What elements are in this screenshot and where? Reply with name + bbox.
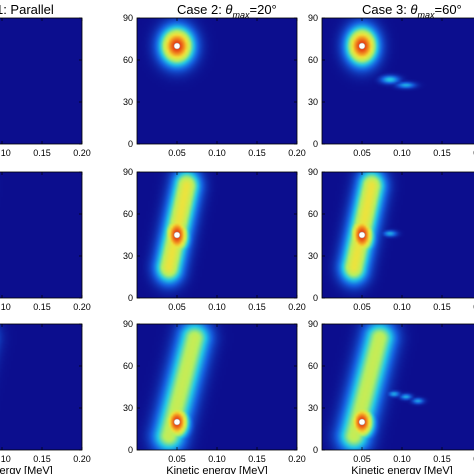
x-tick-label: 0.15 <box>33 454 51 464</box>
x-tick-label: 0.15 <box>248 302 266 312</box>
x-axis-label: Kinetic energy [MeV] <box>351 465 453 474</box>
heatmap <box>322 324 474 450</box>
y-tick-label: 90 <box>308 319 318 329</box>
y-tick-label: 30 <box>308 403 318 413</box>
title-theta: θ <box>225 2 232 17</box>
x-tick-label: 0.10 <box>393 302 411 312</box>
x-tick-label: 0.15 <box>248 454 266 464</box>
heatmap <box>137 324 297 450</box>
x-tick-label: 0.20 <box>288 302 306 312</box>
panel-r1-c0: 0.050.100.150.20 <box>0 171 91 312</box>
column-title: Case 3: θmax=60° <box>362 2 462 20</box>
column-title: Case 2: θmax=20° <box>177 2 277 20</box>
title-value: =60° <box>435 2 462 17</box>
x-tick-label: 0.15 <box>433 302 451 312</box>
peak-marker <box>173 418 181 426</box>
column-title: Case 1: Parallel <box>0 2 54 17</box>
heatmap <box>0 18 82 144</box>
x-tick-label: 0.10 <box>208 302 226 312</box>
y-tick-label: 60 <box>123 55 133 65</box>
y-tick-label: 0 <box>128 139 133 149</box>
panel-r2-c1: 0.05 0.10 0.15 0.20 0 30 60 90 Kinetic energy [M… <box>123 319 306 474</box>
peak-marker <box>358 42 366 50</box>
y-tick-label: 30 <box>123 251 133 261</box>
x-tick-label: 0.15 <box>433 148 451 158</box>
peak-marker <box>173 231 181 239</box>
x-tick-label: 0.15 <box>33 302 51 312</box>
x-tick-label: 0.05 <box>353 302 371 312</box>
heatmap <box>322 172 474 298</box>
y-tick-label: 90 <box>308 13 318 23</box>
y-tick-label: 60 <box>308 361 318 371</box>
x-tick-label: 0.10 <box>208 454 226 464</box>
y-tick-label: 90 <box>308 167 318 177</box>
panel-r0-c0: 0.050.100.150.20 <box>0 17 91 158</box>
heatmap <box>0 324 82 450</box>
x-tick-label: 0.10 <box>0 454 11 464</box>
x-tick-label: 0.20 <box>288 148 306 158</box>
peak-marker <box>358 418 366 426</box>
x-tick-label: 0.05 <box>168 148 186 158</box>
heatmap <box>137 18 297 144</box>
title-theta: θ <box>410 2 417 17</box>
panel-r1-c1: 0.05 0.10 0.15 0.20 0 30 60 90 <box>123 167 306 312</box>
x-tick-label: 0.15 <box>248 148 266 158</box>
title-subscript: max <box>232 10 250 20</box>
y-tick-label: 90 <box>123 167 133 177</box>
x-tick-label: 0.15 <box>33 148 51 158</box>
x-tick-label: 0.10 <box>208 148 226 158</box>
title-text: Case 2: <box>177 2 225 17</box>
x-tick-label: 0.10 <box>0 148 11 158</box>
y-tick-label: 30 <box>123 403 133 413</box>
y-tick-label: 30 <box>308 97 318 107</box>
x-tick-label: 0.10 <box>0 302 11 312</box>
x-tick-label: 0.05 <box>168 454 186 464</box>
peak-marker <box>358 231 366 239</box>
panel-r0-c1: 0.05 0.10 0.15 0.20 0 30 60 90 <box>123 13 306 158</box>
title-value: =20° <box>250 2 277 17</box>
x-tick-label: 0.05 <box>168 302 186 312</box>
y-tick-label: 60 <box>308 55 318 65</box>
y-tick-label: 0 <box>313 139 318 149</box>
heatmap <box>137 172 297 298</box>
x-tick-label: 0.10 <box>393 454 411 464</box>
x-tick-label: 0.15 <box>433 454 451 464</box>
x-tick-label: 0.20 <box>288 454 306 464</box>
x-tick-label: 0.10 <box>393 148 411 158</box>
heatmap <box>322 18 474 144</box>
x-tick-label: 0.20 <box>73 148 91 158</box>
y-tick-label: 60 <box>123 361 133 371</box>
y-tick-label: 90 <box>123 319 133 329</box>
title-subscript: max <box>417 10 435 20</box>
title-text: Case 1: Parallel <box>0 2 54 17</box>
heatmap <box>0 172 82 298</box>
x-tick-label: 0.20 <box>73 454 91 464</box>
y-tick-label: 0 <box>313 445 318 455</box>
x-tick-label: 0.05 <box>353 454 371 464</box>
panel-r2-c0: 0.050.100.150.20Kinetic energy [MeV] <box>0 323 91 474</box>
y-tick-label: 90 <box>123 13 133 23</box>
y-tick-label: 30 <box>308 251 318 261</box>
x-axis-label: Kinetic energy [MeV] <box>0 465 53 474</box>
title-text: Case 3: <box>362 2 410 17</box>
y-tick-label: 60 <box>123 209 133 219</box>
y-tick-label: 60 <box>308 209 318 219</box>
y-tick-label: 0 <box>128 293 133 303</box>
x-tick-label: 0.05 <box>353 148 371 158</box>
x-axis-label: Kinetic energy [MeV] <box>166 465 268 474</box>
y-tick-label: 0 <box>128 445 133 455</box>
y-tick-label: 30 <box>123 97 133 107</box>
y-tick-label: 0 <box>313 293 318 303</box>
peak-marker <box>173 42 181 50</box>
x-tick-label: 0.20 <box>73 302 91 312</box>
